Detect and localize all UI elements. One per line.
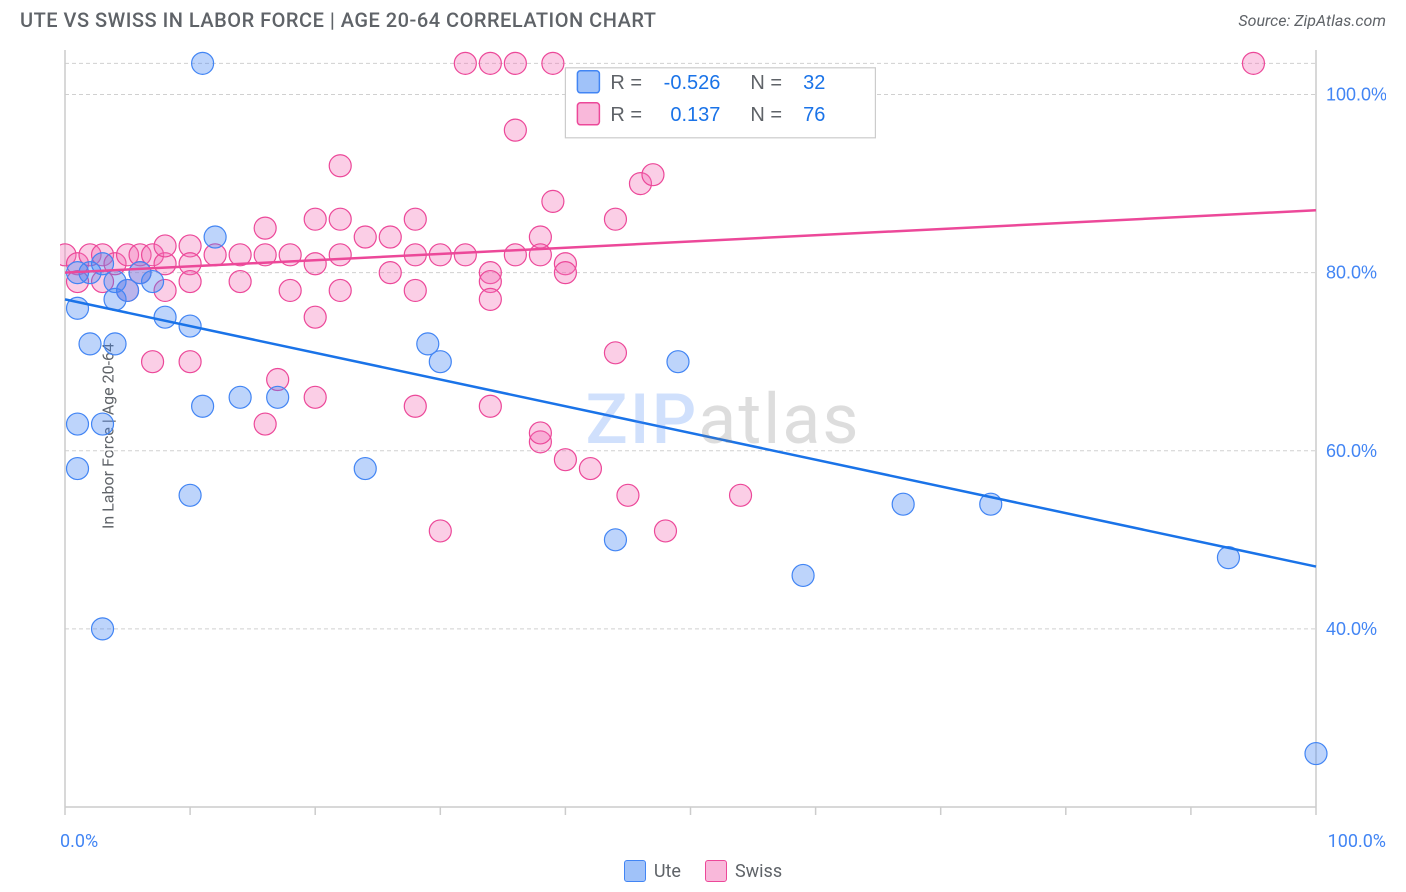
x-axis-max-label: 100.0% bbox=[1328, 831, 1386, 852]
scatter-plot-svg: 40.0% 60.0% 80.0% 100.0% R = -0.526 N = 32 R = 0.… bbox=[60, 45, 1386, 827]
svg-text:100.0%: 100.0% bbox=[1326, 85, 1386, 105]
bottom-legend: Ute Swiss bbox=[0, 860, 1406, 882]
svg-text:76: 76 bbox=[803, 104, 825, 126]
chart-area: In Labor Force | Age 20-64 40.0%60.0%80.… bbox=[20, 45, 1386, 827]
legend-item-ute: Ute bbox=[624, 860, 681, 882]
legend-swatch-swiss bbox=[705, 860, 727, 882]
chart-header: UTE VS SWISS IN LABOR FORCE | AGE 20-64 … bbox=[0, 0, 1406, 36]
legend-item-swiss: Swiss bbox=[705, 860, 782, 882]
svg-text:80.0%: 80.0% bbox=[1326, 263, 1377, 283]
svg-text:60.0%: 60.0% bbox=[1326, 441, 1377, 461]
x-axis-min-label: 0.0% bbox=[60, 831, 98, 852]
legend-label-ute: Ute bbox=[654, 861, 681, 882]
legend-label-swiss: Swiss bbox=[735, 861, 782, 882]
svg-text:32: 32 bbox=[803, 72, 825, 94]
plot-area: 40.0% 60.0% 80.0% 100.0% R = -0.526 N = 32 R = 0.… bbox=[60, 45, 1386, 827]
svg-text:N =: N = bbox=[750, 72, 782, 94]
svg-text:N =: N = bbox=[750, 104, 782, 126]
svg-text:0.137: 0.137 bbox=[670, 104, 720, 126]
chart-source: Source: ZipAtlas.com bbox=[1238, 11, 1386, 30]
svg-text:-0.526: -0.526 bbox=[664, 72, 721, 94]
svg-text:40.0%: 40.0% bbox=[1326, 619, 1377, 639]
chart-title: UTE VS SWISS IN LABOR FORCE | AGE 20-64 … bbox=[20, 8, 656, 32]
svg-text:R =: R = bbox=[610, 72, 642, 94]
legend-swatch-ute bbox=[624, 860, 646, 882]
svg-text:R =: R = bbox=[610, 104, 642, 126]
